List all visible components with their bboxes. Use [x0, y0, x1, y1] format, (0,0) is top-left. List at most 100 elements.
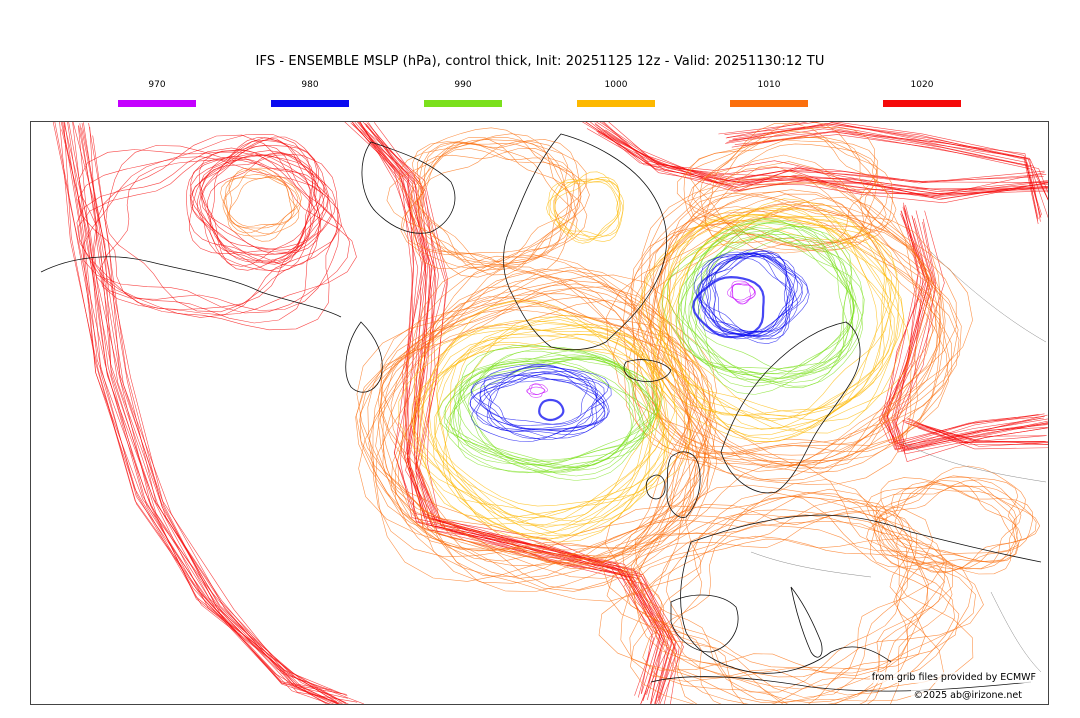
legend-item-980: 980: [271, 78, 349, 107]
isobar-1020: [201, 154, 329, 273]
isobar-1010: [356, 266, 705, 579]
isobar-990: [444, 348, 645, 461]
isobar-1000: [549, 179, 621, 242]
isobar-1010: [880, 477, 1037, 573]
isobar-1010: [359, 268, 692, 557]
isobar-1020: [916, 422, 1048, 442]
isobar-1020: [724, 128, 1041, 218]
isobar-1000: [653, 214, 912, 442]
isobar-990: [677, 233, 849, 380]
isobar-1000: [546, 178, 620, 240]
isobar-1010: [629, 479, 956, 696]
isobar-990: [661, 219, 848, 383]
isobar-1000: [398, 320, 665, 535]
isobar-970: [529, 383, 549, 395]
isobar-1010: [412, 127, 590, 255]
isobar-1010: [642, 535, 947, 704]
isobar-1010: [665, 491, 973, 704]
isobar-1020: [79, 123, 339, 704]
isobar-1010: [638, 503, 918, 693]
isobar-1020: [59, 122, 328, 704]
isobar-1010: [382, 299, 698, 590]
isobar-1000: [667, 220, 890, 422]
isobar-1020: [907, 417, 1048, 445]
isobar-1000: [411, 323, 662, 526]
isobar-1000: [413, 341, 651, 538]
isobar-1010: [637, 208, 930, 462]
isobar-1000: [661, 223, 878, 432]
isobar-1020: [601, 122, 1048, 200]
legend-label: 990: [454, 80, 472, 90]
isobar-1020: [364, 123, 669, 704]
isobar-1000: [554, 178, 624, 242]
isobar-1020: [886, 208, 1048, 453]
isobar-1010: [377, 255, 707, 552]
isobar-1020: [83, 134, 351, 314]
isobar-1020: [105, 145, 339, 313]
isobar-1020: [365, 130, 680, 704]
isobar-1020: [83, 122, 340, 704]
isobar-1020: [190, 139, 322, 256]
isobar-1000: [419, 315, 661, 520]
isobar-1000: [432, 328, 667, 519]
isobar-1020: [365, 125, 669, 704]
isobar-1020: [60, 122, 348, 697]
legend-label: 1010: [757, 80, 781, 90]
isobar-970: [731, 283, 756, 305]
isobar-1020: [582, 122, 1045, 183]
isobar-1020: [189, 144, 315, 265]
isobar-1010: [642, 520, 974, 703]
legend-item-1010: 1010: [730, 78, 808, 107]
borders-layer: [750, 251, 1047, 673]
isobar-980: [708, 252, 808, 336]
isobar-1020: [368, 122, 677, 704]
isobar-1020: [63, 122, 348, 699]
isobar-1010: [372, 272, 692, 559]
legend-swatch: [883, 100, 961, 107]
isobar-1020: [902, 421, 1046, 443]
isobar-970: [729, 280, 755, 301]
isobar-1020: [99, 159, 357, 316]
isobar-1010: [415, 142, 580, 278]
isobar-1010: [598, 509, 945, 703]
isobar-1010: [874, 476, 1022, 554]
isobar-990: [677, 221, 853, 375]
legend-swatch: [730, 100, 808, 107]
isobar-1010: [890, 487, 1041, 570]
isobar-1020: [356, 122, 661, 695]
isobar-1010: [704, 130, 889, 244]
isobar-980: [489, 374, 610, 440]
isobar-1020: [917, 427, 1048, 450]
isobar-1010: [676, 139, 878, 254]
arctic-islands-coast: [361, 141, 456, 234]
legend-label: 1000: [604, 80, 628, 90]
isobar-990: [687, 230, 855, 374]
legend: 970 980 990 1000 1010 1020: [0, 78, 1080, 112]
isobar-990: [696, 236, 865, 388]
isobar-990: [443, 355, 641, 473]
isobar-990: [693, 226, 855, 373]
isobar-1010: [866, 465, 1026, 562]
isobar-1010: [604, 495, 945, 690]
british-isles-coast: [666, 451, 701, 518]
isobar-1010: [418, 141, 576, 274]
isobar-1020: [189, 137, 314, 251]
europe-coast: [680, 514, 1042, 674]
isobar-1010: [630, 216, 941, 482]
isobar-1020: [209, 139, 337, 254]
isobar-1000: [437, 334, 678, 537]
isobar-1020: [726, 123, 1039, 225]
isobar-1020: [894, 210, 1048, 462]
isobar-980: [483, 363, 612, 426]
isobar-1020: [197, 155, 311, 267]
isobar-1010: [637, 192, 950, 472]
isobar-990: [666, 222, 853, 381]
isobar-1010: [633, 538, 945, 704]
isobar-1020: [373, 122, 677, 704]
isobar-map: [30, 121, 1049, 705]
isobar-1020: [88, 123, 335, 704]
isobar-1020: [909, 424, 1048, 445]
isobar-1020: [358, 122, 675, 699]
isobar-1020: [727, 126, 1043, 216]
isobar-980-control: [692, 275, 765, 339]
